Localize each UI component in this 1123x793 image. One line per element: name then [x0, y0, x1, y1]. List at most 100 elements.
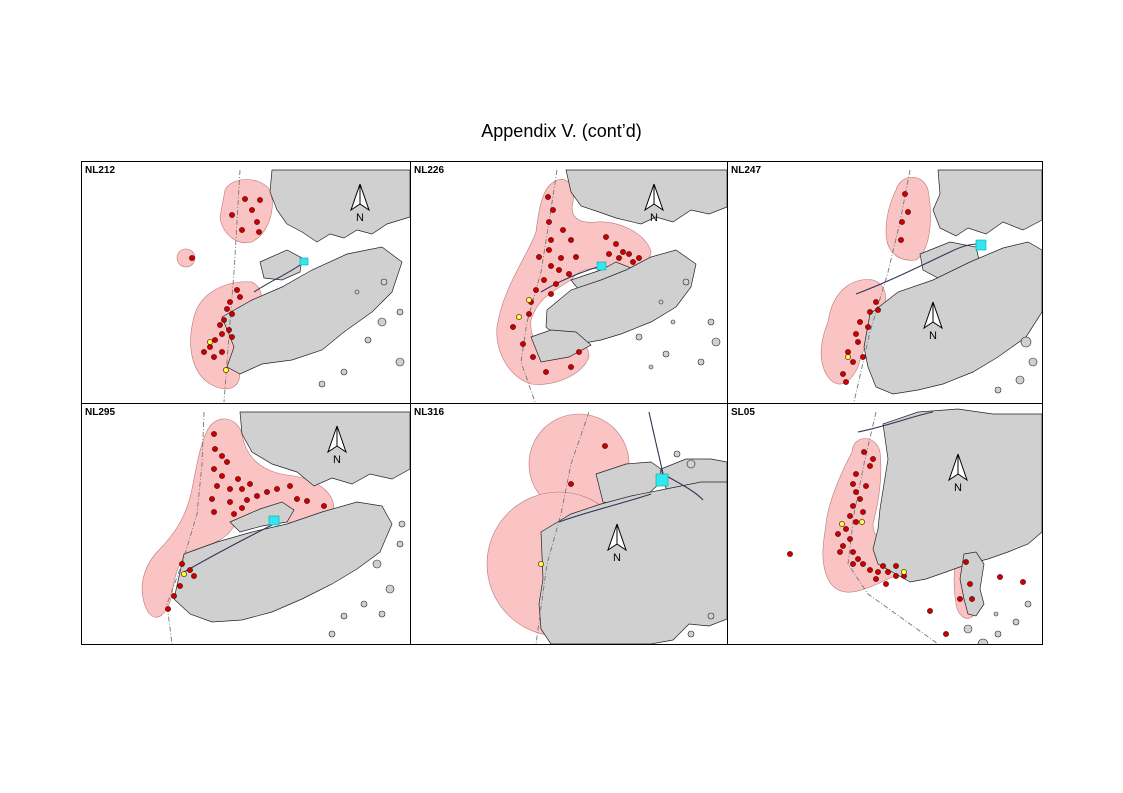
- location-point: [219, 453, 225, 459]
- page-title: Appendix V. (cont’d): [481, 121, 642, 141]
- location-point: [850, 561, 856, 567]
- map-nl295: N: [141, 411, 410, 644]
- islet: [1028, 357, 1038, 367]
- ferry-terminal: [299, 257, 309, 266]
- panel-label: NL247: [731, 165, 762, 176]
- map-sl05: N: [787, 408, 1042, 644]
- location-point: [239, 505, 245, 511]
- islet: [994, 630, 1002, 638]
- map-panel-sl05: N SL05: [728, 404, 1042, 644]
- islet: [635, 333, 643, 341]
- location-point: [533, 287, 539, 293]
- location-point: [257, 197, 263, 203]
- location-point: [837, 549, 843, 555]
- location-point: [254, 493, 260, 499]
- location-point: [548, 291, 554, 297]
- location-point: [226, 327, 232, 333]
- location-point: [538, 561, 544, 567]
- location-point: [568, 237, 574, 243]
- location-point: [165, 606, 171, 612]
- location-point: [229, 311, 235, 317]
- islet: [340, 368, 348, 376]
- panel-label: NL295: [85, 407, 116, 418]
- location-point: [548, 237, 554, 243]
- location-point: [855, 556, 861, 562]
- land-mass: [173, 501, 393, 623]
- islet: [697, 358, 705, 366]
- location-point: [223, 367, 229, 373]
- location-point: [294, 496, 300, 502]
- north-arrow-icon: [327, 425, 338, 454]
- land-mass: [863, 241, 1042, 395]
- islet: [378, 610, 386, 618]
- panel-label: SL05: [731, 407, 755, 418]
- land-mass: [872, 408, 1042, 583]
- location-point: [227, 499, 233, 505]
- islet: [707, 612, 715, 620]
- location-point: [211, 466, 217, 472]
- location-point: [550, 207, 556, 213]
- islet: [1024, 600, 1032, 608]
- location-point: [237, 294, 243, 300]
- location-point: [179, 561, 185, 567]
- location-point: [867, 309, 873, 315]
- home-range-area: [176, 248, 196, 268]
- islet: [372, 559, 382, 569]
- location-point: [187, 567, 193, 573]
- map-panel-grid: N NL212 N NL226 N NL247 N NL295 N NL316 …: [81, 161, 1043, 645]
- location-point: [927, 608, 933, 614]
- islet: [354, 289, 360, 295]
- north-label: N: [929, 330, 937, 342]
- location-point: [207, 344, 213, 350]
- panel-label: NL316: [414, 407, 445, 418]
- land-mass: [239, 411, 410, 487]
- ferry-terminal: [975, 239, 987, 251]
- location-point: [219, 473, 225, 479]
- map-nl316: N: [486, 411, 727, 644]
- islet: [687, 630, 695, 638]
- location-point: [853, 519, 859, 525]
- islet: [364, 336, 372, 344]
- north-label: N: [954, 482, 962, 494]
- islet: [318, 380, 326, 388]
- location-point: [573, 254, 579, 260]
- bridge-line: [183, 523, 275, 573]
- location-point: [566, 271, 572, 277]
- location-point: [244, 497, 250, 503]
- location-point: [901, 569, 907, 575]
- islet: [711, 337, 721, 347]
- location-point: [526, 297, 532, 303]
- location-point: [211, 509, 217, 515]
- islet: [682, 278, 690, 286]
- land-mass: [221, 246, 403, 375]
- location-point: [843, 379, 849, 385]
- location-point: [885, 569, 891, 575]
- location-point: [214, 483, 220, 489]
- location-point: [224, 459, 230, 465]
- map-nl247: N: [820, 169, 1042, 403]
- islet: [385, 584, 395, 594]
- location-point: [843, 526, 849, 532]
- panel-label: NL212: [85, 165, 116, 176]
- north-arrow-icon: [350, 183, 361, 212]
- north-arrow-icon: [607, 523, 618, 552]
- location-point: [177, 583, 183, 589]
- map-panel-nl295: N NL295: [82, 404, 410, 644]
- land-mass: [229, 501, 295, 533]
- location-point: [603, 234, 609, 240]
- islet: [398, 520, 406, 528]
- location-point: [620, 249, 626, 255]
- location-point: [558, 255, 564, 261]
- location-point: [227, 486, 233, 492]
- north-label: N: [356, 212, 364, 224]
- location-point: [181, 571, 187, 577]
- islet: [963, 624, 973, 634]
- islet: [658, 299, 664, 305]
- location-point: [967, 581, 973, 587]
- location-point: [209, 496, 215, 502]
- land-mass: [259, 249, 303, 281]
- boundary-line: [847, 411, 939, 644]
- location-point: [247, 481, 253, 487]
- location-point: [893, 573, 899, 579]
- location-point: [613, 241, 619, 247]
